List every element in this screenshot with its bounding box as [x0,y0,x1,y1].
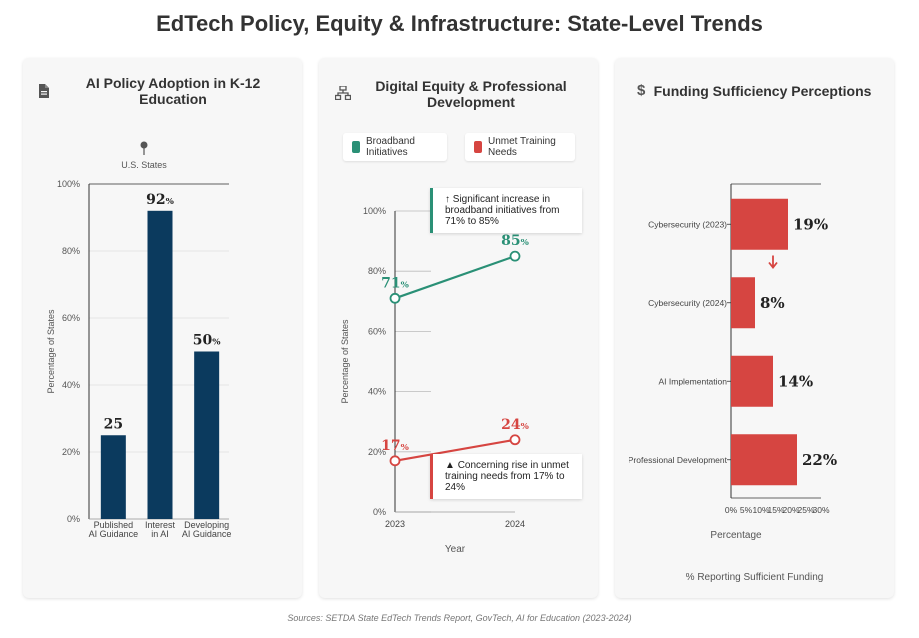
y-tick-label: Cybersecurity (2023) [648,219,727,229]
x-tick-label: 5% [740,505,753,515]
dollar-icon: $ [637,82,646,99]
series-line [394,255,516,300]
equity-panel: Digital Equity & Professional Developmen… [319,58,598,598]
bar-data-label: 50% [193,333,221,349]
bar [147,210,173,520]
panel-title: AI Policy Adoption in K-12 Education [85,75,261,107]
arrow-up-icon: ↑ [445,194,450,205]
page-title: EdTech Policy, Equity & Infrastructure: … [156,11,763,36]
bar-data-label: 8% [760,294,785,312]
y-tick-label: 0% [67,514,80,524]
bar [731,277,755,329]
y-tick-label: AI Implementation [658,376,727,386]
data-point [389,455,401,467]
ai-policy-panel: AI Policy Adoption in K-12 Education U.S… [23,58,302,598]
arrow-down-icon [768,255,778,269]
data-point [509,250,521,262]
y-tick-label: 80% [368,266,386,276]
x-tick-label: Published [94,520,134,530]
bar [731,434,797,486]
legend-item-training[interactable]: Unmet Training Needs [465,133,575,161]
annotation-text: Concerning rise in unmet training needs … [445,460,569,493]
legend-label: Unmet Training Needs [488,136,556,158]
bar [731,198,788,250]
x-tick-label: AI Guidance [89,529,139,539]
x-tick-label: in AI [151,529,169,539]
ai-policy-bar-chart: 0% 20% 40% 60% 80% 100% Percentage of States 25… [46,179,232,539]
panel-title: Funding Sufficiency Perceptions [653,83,872,99]
legend-label: Broadband Initiatives [366,136,415,158]
bar-data-label: 92% [146,192,174,208]
y-tick-label: 20% [62,447,80,457]
bar [194,351,220,519]
data-point [389,292,401,304]
panel-title: Digital Equity & Professional Developmen… [375,78,567,110]
data-point [509,434,521,446]
funding-panel: $ Funding Sufficiency Perceptions 0% 5% 10… [615,58,894,598]
funding-bar-chart: 0% 5% 10%15%20%25%30% Percentage Cybersecuri… [628,183,837,541]
equity-line-chart: 0% 20% 40% 60% 80% 100% 2023 2024 Year Percentage… [340,206,530,555]
y-tick-label: 0% [373,507,386,517]
legend-item-broadband[interactable]: Broadband Initiatives [343,133,447,161]
x-tick-label: 10% [752,505,769,515]
y-tick-label: 40% [368,387,386,397]
point-data-label: 85% [501,233,529,249]
y-tick-label: 100% [363,206,386,216]
y-tick-label: 20% [368,447,386,457]
x-tick-label: AI Guidance [182,529,232,539]
point-data-label: 24% [501,417,529,433]
x-tick-label: 2024 [505,519,525,529]
y-tick-label: 60% [62,313,80,323]
y-tick-label: Cybersecurity (2024) [648,298,727,308]
legend-swatch [474,141,482,153]
y-tick-label: 60% [368,326,386,336]
y-tick-label: 100% [57,179,80,189]
x-axis-label: Percentage [710,530,762,541]
y-tick-label: 40% [62,380,80,390]
x-tick-label: 15% [767,505,784,515]
y-tick-label: 80% [62,246,80,256]
source-note: Sources: SETDA State EdTech Trends Repor… [287,613,632,623]
bar-data-label: 22% [802,451,837,469]
x-tick-label: Developing [184,520,229,530]
warning-icon: ▲ [445,460,455,471]
series-line [394,438,516,462]
bar-data-label: 25 [104,416,123,432]
annotation-training: ▲ Concerning rise in unmet training need… [430,454,582,499]
annotation-broadband: ↑ Significant increase in broadband init… [430,188,582,233]
bar [100,435,126,519]
x-tick-label: 2023 [385,519,405,529]
bar-data-label: 14% [778,372,813,390]
x-tick-label: 0% [725,505,738,515]
x-tick-label: 25% [797,505,814,515]
bar [731,355,773,407]
point-data-label: 71% [381,275,409,291]
funding-footnote: % Reporting Sufficient Funding [685,572,824,583]
point-data-label: 17% [381,438,409,454]
bar-data-label: 19% [793,215,828,233]
x-tick-label: Interest [145,520,176,530]
annotation-text: Significant increase in broadband initia… [445,194,560,227]
x-tick-label: 30% [812,505,829,515]
x-axis-label: Year [445,544,466,555]
x-tick-label: 20% [782,505,799,515]
legend-swatch [352,141,360,153]
y-tick-label: Professional Development [628,455,728,465]
pin-label: U.S. States [121,160,167,170]
y-axis-label: Percentage of States [46,309,56,394]
y-axis-label: Percentage of States [340,319,350,404]
